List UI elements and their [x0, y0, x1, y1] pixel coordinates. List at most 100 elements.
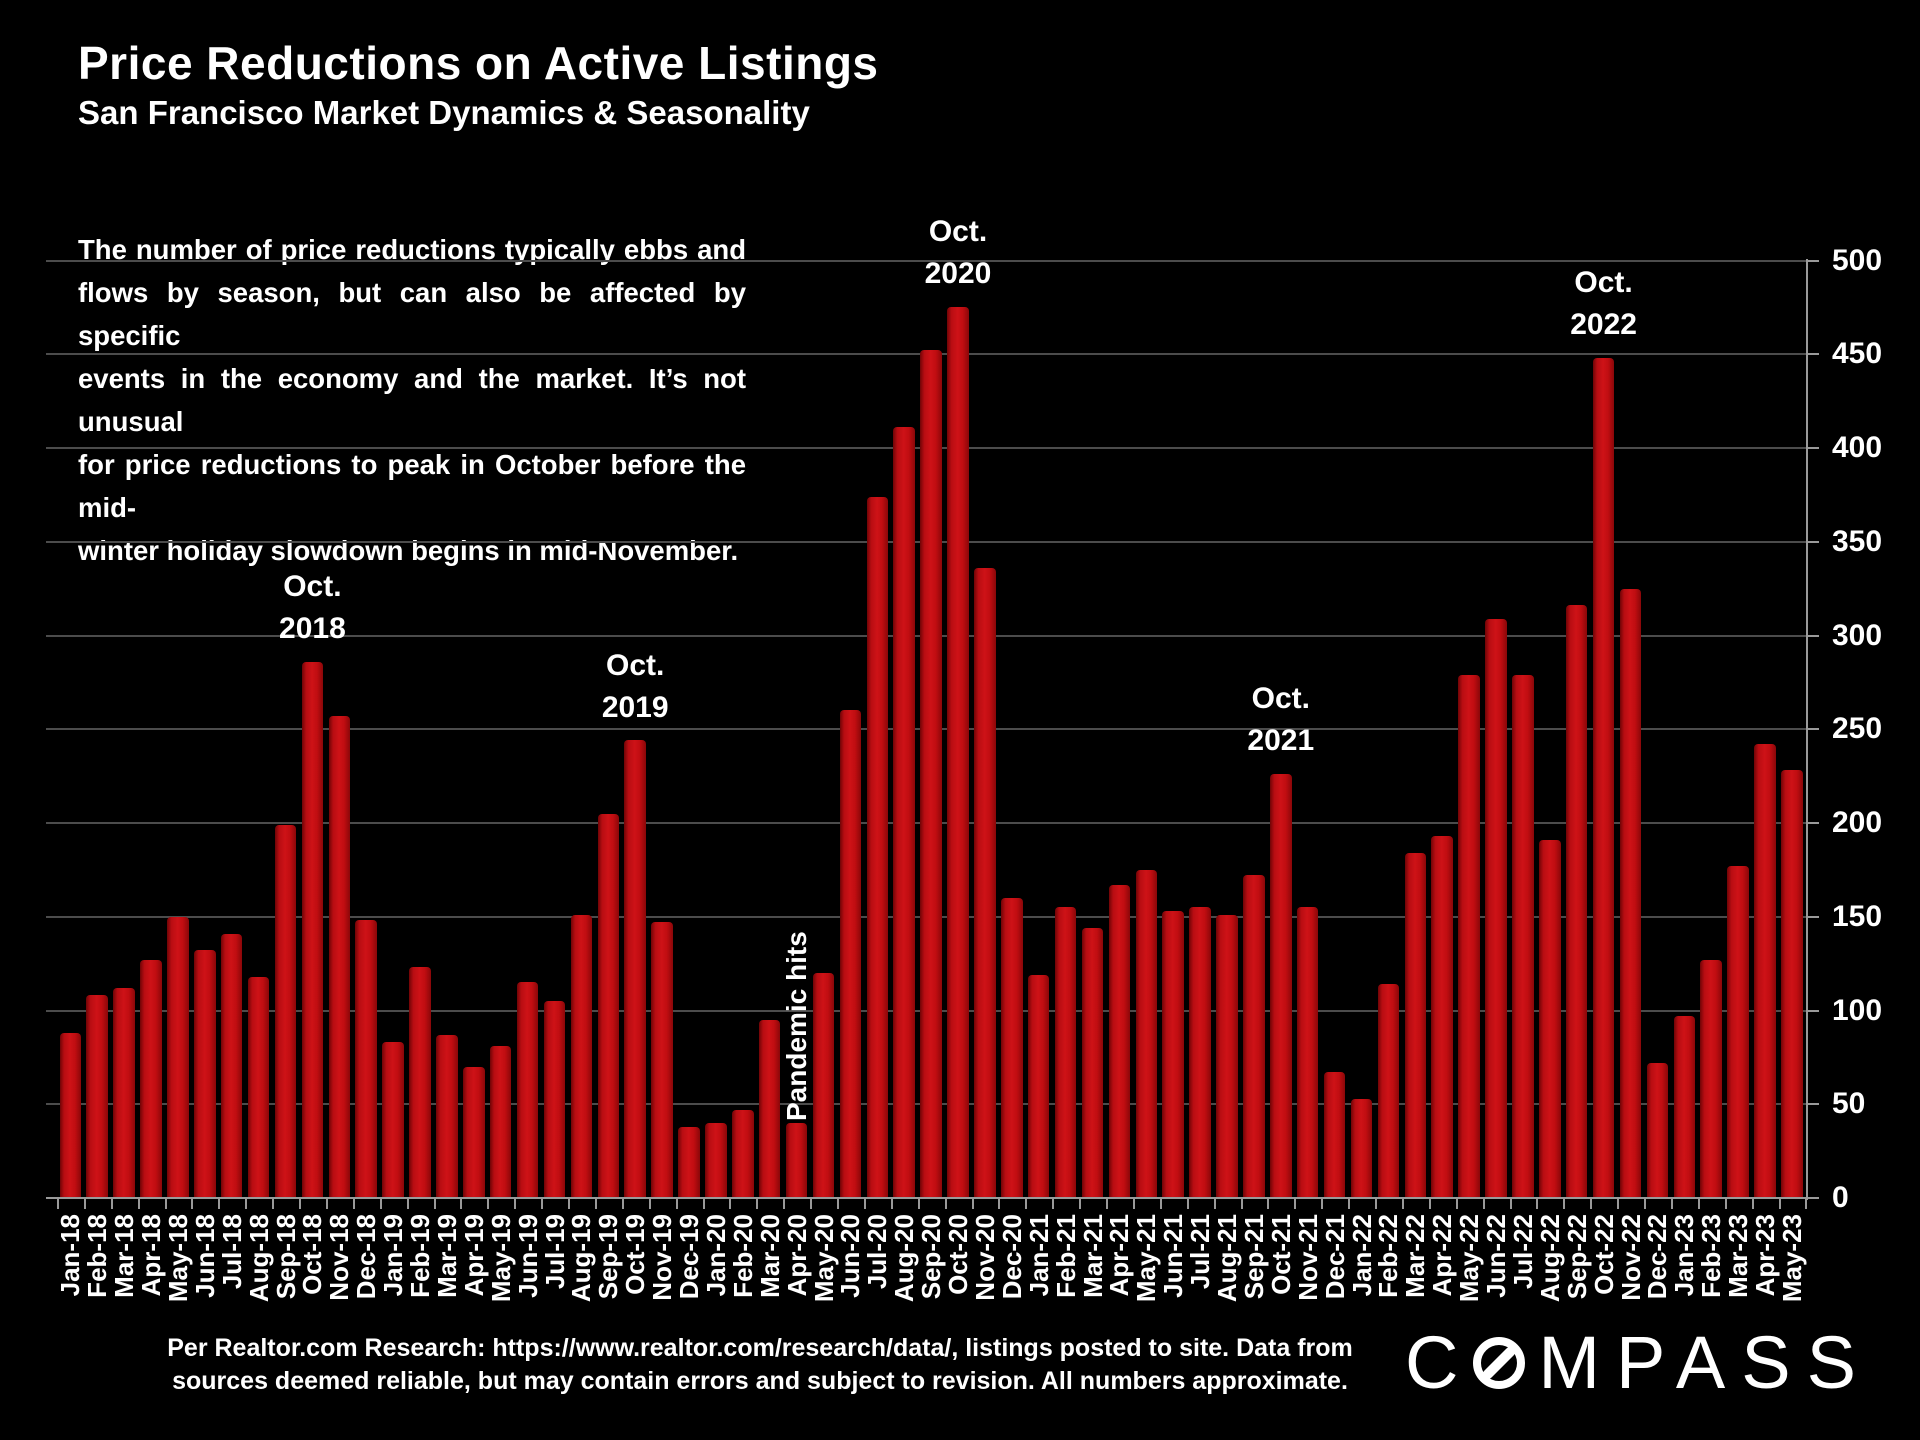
x-axis-label-Mar-22: Mar-22 — [1400, 1214, 1431, 1298]
y-axis-label-500: 500 — [1832, 243, 1883, 277]
x-axis-tick — [1805, 1199, 1808, 1209]
footer-line: sources deemed reliable, but may contain… — [172, 1367, 1348, 1395]
y-axis-tick — [1808, 728, 1819, 731]
annotation-Oct-22: Oct. 2022 — [1519, 262, 1689, 346]
x-axis-label-Nov-21: Nov-21 — [1292, 1214, 1323, 1301]
bar-Jan-18 — [59, 1033, 82, 1198]
y-axis-label-400: 400 — [1832, 431, 1883, 464]
x-axis-label-Jan-19: Jan-19 — [378, 1214, 409, 1297]
x-axis-label-Dec-19: Dec-19 — [674, 1214, 704, 1300]
x-axis-label-May-22: May-22 — [1454, 1214, 1485, 1303]
x-axis-tick — [218, 1199, 221, 1209]
x-axis-label-Dec-20: Dec-20 — [996, 1214, 1027, 1300]
x-axis-tick — [1697, 1199, 1700, 1209]
x-axis-label-Feb-18: Feb-18 — [82, 1214, 113, 1298]
bar-Mar-19 — [436, 1035, 458, 1198]
x-axis-tick — [245, 1199, 248, 1209]
x-axis-tick — [756, 1199, 759, 1209]
x-axis-tick — [325, 1199, 328, 1209]
x-axis-tick — [1052, 1199, 1055, 1209]
bar-Mar-18 — [113, 988, 135, 1198]
x-axis-tick — [783, 1199, 786, 1209]
x-axis-tick — [460, 1199, 463, 1209]
y-axis-tick — [1808, 1009, 1819, 1012]
x-axis-label-Jan-20: Jan-20 — [700, 1214, 731, 1297]
bar-Oct-21 — [1270, 774, 1292, 1198]
bar-Dec-21 — [1323, 1072, 1346, 1198]
x-axis-label-Apr-23: Apr-23 — [1750, 1214, 1780, 1297]
y-axis-tick — [1808, 822, 1819, 824]
bar-Feb-23 — [1700, 960, 1722, 1198]
bar-Apr-18 — [140, 960, 162, 1198]
x-axis-label-Jul-20: Jul-20 — [862, 1214, 893, 1290]
x-axis-tick — [1563, 1199, 1566, 1209]
x-axis-tick — [1724, 1199, 1727, 1209]
bar-Apr-22 — [1431, 836, 1453, 1198]
bar-Nov-19 — [651, 922, 673, 1198]
annotation-Oct-18: Oct. 2018 — [227, 566, 397, 650]
x-axis-tick — [702, 1199, 705, 1209]
x-axis-tick — [621, 1199, 624, 1209]
x-axis-label-May-21: May-21 — [1131, 1214, 1162, 1303]
bar-Dec-20 — [1001, 898, 1023, 1198]
annotation-line: Oct. — [606, 648, 665, 682]
x-axis-tick — [56, 1199, 59, 1209]
footer-disclaimer: Per Realtor.com Research: https://www.re… — [100, 1332, 1420, 1398]
x-axis-tick — [648, 1199, 651, 1209]
x-axis-label-Sep-21: Sep-21 — [1238, 1214, 1269, 1300]
bar-Mar-21 — [1081, 928, 1104, 1198]
x-axis-tick — [1428, 1199, 1431, 1209]
y-axis-line — [1806, 258, 1808, 1200]
bar-Feb-18 — [86, 995, 108, 1198]
annotation-line: Oct. — [283, 569, 342, 603]
x-axis-label-Apr-19: Apr-19 — [458, 1214, 489, 1297]
y-axis-label-50: 50 — [1832, 1087, 1866, 1121]
bar-Sep-19 — [597, 814, 620, 1198]
bar-Apr-19 — [463, 1067, 485, 1198]
x-axis-label-Aug-18: Aug-18 — [243, 1214, 274, 1303]
x-axis-label-Sep-20: Sep-20 — [916, 1214, 947, 1300]
x-axis-tick — [164, 1199, 167, 1209]
x-axis-label-Jun-18: Jun-18 — [189, 1214, 220, 1298]
x-axis-tick — [1590, 1199, 1593, 1209]
x-axis-label-Aug-22: Aug-22 — [1534, 1214, 1565, 1303]
x-axis-label-Feb-23: Feb-23 — [1696, 1214, 1727, 1298]
x-axis-tick — [998, 1199, 1001, 1209]
x-axis-label-Apr-20: Apr-20 — [781, 1214, 812, 1297]
x-axis-tick — [810, 1199, 813, 1209]
x-axis-tick — [837, 1199, 839, 1209]
x-axis-tick — [1482, 1199, 1485, 1209]
annotation-line: 2020 — [924, 257, 992, 291]
bar-Mar-23 — [1727, 866, 1749, 1198]
x-axis-tick — [1375, 1199, 1377, 1209]
x-axis-tick — [541, 1199, 544, 1209]
x-axis-label-Jul-19: Jul-19 — [539, 1214, 570, 1290]
x-axis-tick — [83, 1199, 86, 1209]
bar-Jun-18 — [194, 950, 216, 1198]
x-axis-label-May-19: May-19 — [485, 1214, 516, 1303]
x-axis-tick — [1213, 1199, 1216, 1209]
x-axis-tick — [1536, 1199, 1539, 1209]
annotation-line: 2019 — [601, 690, 669, 724]
gridline-500 — [46, 259, 1806, 262]
x-axis-label-Jun-22: Jun-22 — [1481, 1214, 1511, 1298]
bar-Jan-22 — [1350, 1099, 1373, 1198]
bar-Aug-18 — [247, 977, 270, 1198]
x-axis-label-Nov-20: Nov-20 — [969, 1214, 1000, 1301]
x-axis-label-Sep-22: Sep-22 — [1561, 1214, 1592, 1300]
x-axis-label-Feb-22: Feb-22 — [1373, 1214, 1404, 1298]
y-axis-label-150: 150 — [1832, 899, 1883, 933]
annotation-line: Oct. — [928, 215, 988, 249]
bar-Dec-19 — [678, 1127, 700, 1198]
x-axis-label-Jul-21: Jul-21 — [1185, 1214, 1216, 1290]
intro-line: winter holiday slowdown begins in mid-No… — [78, 535, 739, 566]
x-axis-label-Oct-20: Oct-20 — [943, 1214, 973, 1295]
x-axis-tick — [487, 1199, 490, 1209]
x-axis-tick — [1240, 1199, 1243, 1209]
x-axis-tick — [729, 1199, 732, 1209]
x-axis-label-Oct-22: Oct-22 — [1588, 1214, 1619, 1295]
y-axis-label-450: 450 — [1832, 337, 1883, 371]
bar-May-22 — [1458, 675, 1480, 1198]
x-axis-tick — [890, 1199, 893, 1209]
